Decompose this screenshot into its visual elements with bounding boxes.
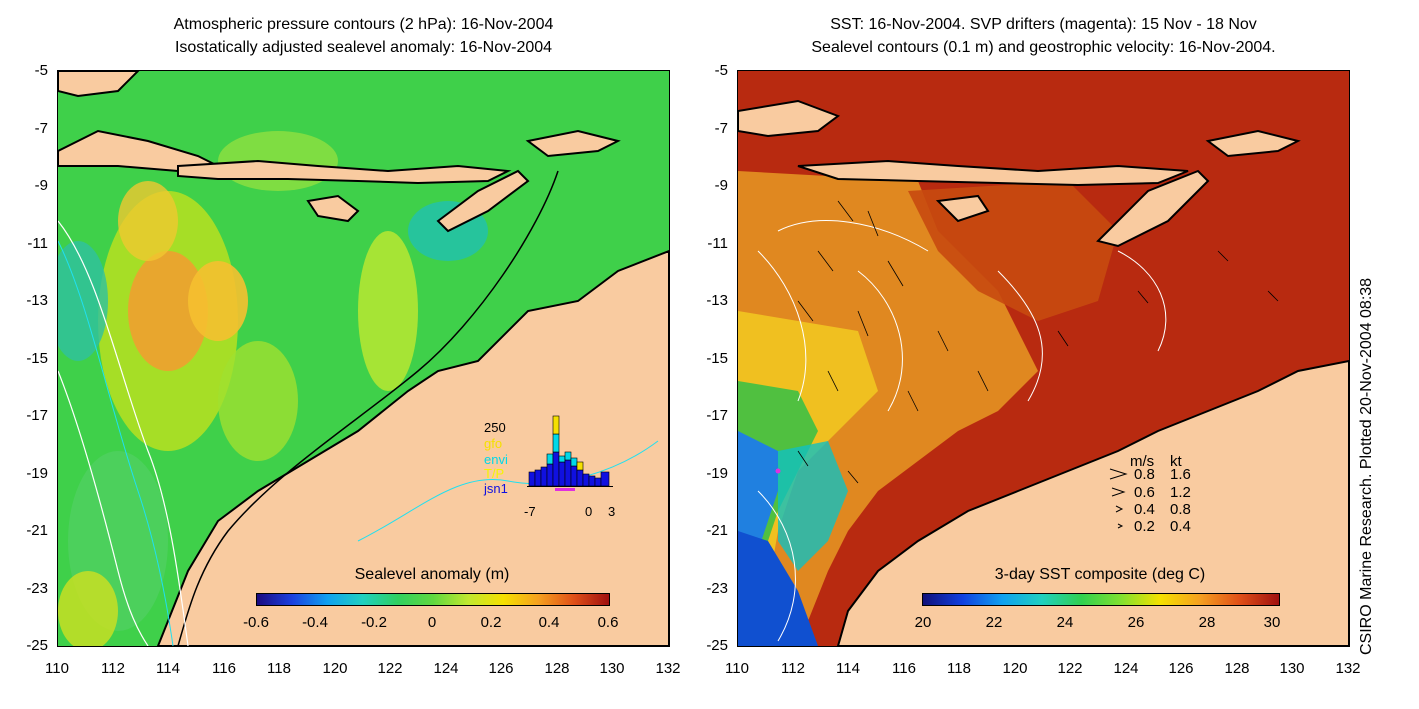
- right-xtick: 128: [1224, 660, 1250, 677]
- left-ytick: -21: [26, 522, 48, 539]
- right-ytick: -11: [707, 235, 728, 252]
- right-xtick: 118: [947, 660, 971, 677]
- right-ytick: -17: [706, 407, 728, 424]
- right-colorbar-title: 3-day SST composite (deg C): [994, 566, 1206, 583]
- left-xtick: 110: [45, 660, 69, 677]
- left-ytick: -15: [26, 350, 48, 367]
- right-xtick: 112: [781, 660, 805, 677]
- velocity-legend-kt: 1.6: [1170, 466, 1191, 483]
- left-xtick: 130: [599, 660, 625, 677]
- left-ytick: -19: [26, 465, 48, 482]
- left-xtick: 120: [322, 660, 348, 677]
- left-colorbar-tick: 0: [427, 614, 437, 631]
- left-ytick: -17: [26, 407, 48, 424]
- right-colorbar: [922, 593, 1280, 606]
- inset-legend-tp: T/P: [484, 466, 505, 481]
- left-ytick: -25: [26, 637, 48, 654]
- right-colorbar-tick: 20: [914, 614, 932, 631]
- left-xtick: 126: [488, 660, 514, 677]
- left-map: [57, 70, 670, 647]
- right-ytick: -9: [714, 177, 728, 194]
- right-xtick: 120: [1002, 660, 1028, 677]
- velocity-legend-kt-header: kt: [1170, 453, 1182, 470]
- right-ytick: -13: [706, 292, 728, 309]
- right-xtick: 132: [1335, 660, 1361, 677]
- left-xtick: 116: [212, 660, 236, 677]
- velocity-legend-ms: 0.6: [1134, 484, 1155, 501]
- inset-legend-envi: envi: [484, 452, 508, 467]
- inset-legend-gfo: gfo: [484, 436, 503, 451]
- right-xtick: 116: [892, 660, 916, 677]
- right-xtick: 124: [1113, 660, 1139, 677]
- left-colorbar-title: Sealevel anomaly (m): [354, 566, 510, 583]
- velocity-legend-kt: 1.2: [1170, 484, 1191, 501]
- right-map: [737, 70, 1350, 647]
- inset-xtick: -7: [524, 504, 536, 519]
- left-ytick: -7: [34, 120, 48, 137]
- velocity-legend-arrows: [1109, 468, 1128, 529]
- left-ytick: -13: [26, 292, 48, 309]
- right-xtick: 126: [1168, 660, 1194, 677]
- left-colorbar: [256, 593, 610, 606]
- right-colorbar-tick: 22: [985, 614, 1003, 631]
- right-ytick: -7: [714, 120, 728, 137]
- sealevel-anomaly-map: [58, 71, 669, 646]
- right-ytick: -19: [706, 465, 728, 482]
- velocity-legend-ms-header: m/s: [1130, 453, 1155, 470]
- right-ytick: -15: [706, 350, 728, 367]
- right-ytick: -5: [714, 62, 728, 79]
- left-xtick: 112: [101, 660, 125, 677]
- left-xtick: 124: [433, 660, 459, 677]
- velocity-legend-kt: 0.4: [1170, 518, 1191, 535]
- left-title-line2: Isostatically adjusted sealevel anomaly:…: [174, 39, 553, 56]
- right-xtick: 122: [1057, 660, 1083, 677]
- left-xtick: 128: [544, 660, 570, 677]
- right-colorbar-tick: 24: [1056, 614, 1074, 631]
- left-ytick: -9: [34, 177, 48, 194]
- left-colorbar-tick: 0.6: [597, 614, 619, 631]
- right-title-line2: Sealevel contours (0.1 m) and geostrophi…: [811, 39, 1276, 56]
- velocity-legend-ms: 0.2: [1134, 518, 1155, 535]
- left-xtick: 122: [377, 660, 403, 677]
- velocity-legend-ms: 0.8: [1134, 466, 1155, 483]
- inset-xtick: 0: [585, 504, 593, 519]
- credit-text: CSIRO Marine Research. Plotted 20-Nov-20…: [1358, 277, 1375, 655]
- right-colorbar-tick: 28: [1198, 614, 1216, 631]
- left-ytick: -5: [34, 62, 48, 79]
- inset-legend-jsn1: jsn1: [484, 481, 508, 496]
- right-xtick: 130: [1279, 660, 1305, 677]
- right-ytick: -25: [706, 637, 728, 654]
- right-xtick: 114: [836, 660, 860, 677]
- right-ytick: -21: [706, 522, 728, 539]
- left-colorbar-tick: -0.6: [243, 614, 269, 631]
- sst-map: [738, 71, 1349, 646]
- inset-histogram: [527, 415, 613, 491]
- left-colorbar-tick: 0.4: [538, 614, 560, 631]
- inset-ylabel: 250: [484, 420, 506, 435]
- right-colorbar-tick: 26: [1127, 614, 1145, 631]
- left-xtick: 132: [655, 660, 681, 677]
- left-ytick: -23: [26, 580, 48, 597]
- inset-xtick: 3: [608, 504, 616, 519]
- left-xtick: 114: [156, 660, 180, 677]
- right-title-line1: SST: 16-Nov-2004. SVP drifters (magenta)…: [830, 16, 1257, 33]
- left-colorbar-tick: 0.2: [480, 614, 502, 631]
- left-title-line1: Atmospheric pressure contours (2 hPa): 1…: [173, 16, 554, 33]
- right-colorbar-tick: 30: [1263, 614, 1281, 631]
- left-colorbar-tick: -0.2: [361, 614, 387, 631]
- right-xtick: 110: [725, 660, 749, 677]
- velocity-legend-kt: 0.8: [1170, 501, 1191, 518]
- velocity-legend-ms: 0.4: [1134, 501, 1155, 518]
- right-ytick: -23: [706, 580, 728, 597]
- left-xtick: 118: [267, 660, 291, 677]
- left-ytick: -11: [27, 235, 48, 252]
- left-colorbar-tick: -0.4: [302, 614, 328, 631]
